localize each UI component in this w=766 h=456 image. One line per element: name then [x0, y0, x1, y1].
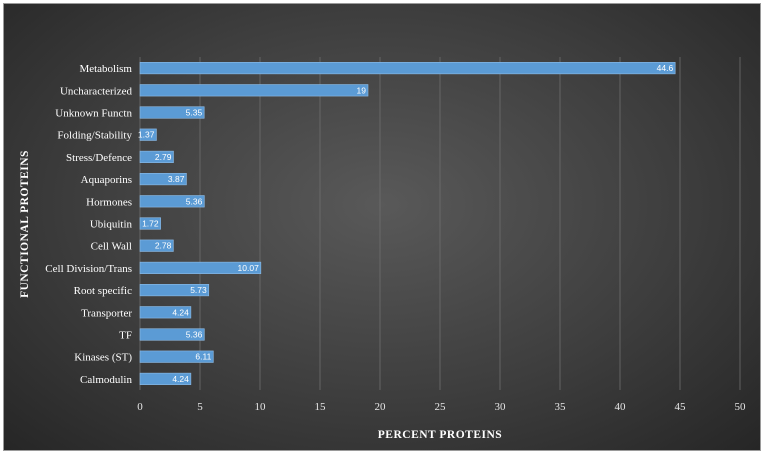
category-label: TF: [119, 330, 132, 342]
data-label: 4.24: [172, 307, 189, 317]
category-label: Calmodulin: [80, 374, 132, 386]
bar: [139, 84, 369, 97]
category-label: Folding/Stability: [57, 130, 132, 142]
data-label: 5.36: [186, 196, 203, 206]
category-label: Uncharacterized: [60, 85, 133, 97]
data-label: 2.79: [155, 152, 172, 162]
x-tick-label: 15: [315, 401, 327, 413]
data-label: 6.11: [195, 352, 211, 362]
data-label: 10.07: [238, 263, 260, 273]
data-label: 5.73: [190, 285, 207, 295]
x-tick-label: 0: [137, 401, 143, 413]
x-tick-label: 50: [735, 401, 747, 413]
y-axis-title: FUNCTIONAL PROTEINS: [19, 150, 31, 298]
data-label: 1.37: [138, 130, 155, 140]
data-label: 19: [357, 85, 367, 95]
category-label: Root specific: [74, 285, 132, 297]
data-label: 3.87: [168, 174, 185, 184]
bar: [139, 372, 192, 385]
data-label: 44.6: [657, 63, 674, 73]
bar: [139, 128, 157, 141]
category-label: Aquaporins: [81, 174, 132, 186]
category-label: Hormones: [86, 196, 132, 208]
category-label: Kinases (ST): [74, 352, 132, 364]
bar: [139, 106, 205, 119]
bar: [139, 284, 210, 297]
x-tick-label: 10: [255, 401, 267, 413]
data-labels: 44.6 19 5.35 1.37 2.79 3.87 5.36 1.72 2.78 10.07 5…: [138, 63, 674, 384]
data-label: 1.72: [142, 219, 159, 229]
x-tick-label: 45: [675, 401, 687, 413]
bar: [139, 261, 262, 274]
bar: [139, 350, 214, 363]
bar: [139, 150, 174, 163]
data-label: 2.78: [155, 241, 172, 251]
bar: [139, 62, 676, 75]
category-label: Metabolism: [79, 63, 132, 75]
x-tick-label: 35: [555, 401, 567, 413]
bar: [139, 195, 205, 208]
gridlines: [139, 57, 741, 390]
x-tick-label: 40: [615, 401, 627, 413]
category-label: Transporter: [81, 307, 132, 319]
bar: [139, 328, 205, 341]
bar: [139, 306, 192, 319]
category-labels: Metabolism Uncharacterized Unknown Functn F…: [45, 63, 132, 386]
bar: [139, 173, 187, 186]
bars: [139, 62, 676, 385]
category-label: Cell Division/Trans: [45, 263, 132, 275]
x-axis-title: PERCENT PROTEINS: [378, 429, 502, 441]
x-tick-label: 30: [495, 401, 507, 413]
x-tick-label: 25: [435, 401, 447, 413]
category-label: Unknown Functn: [55, 108, 132, 120]
category-label: Ubiquitin: [90, 219, 133, 231]
bar: [139, 239, 174, 252]
x-tick-labels: 0 5 10 15 20 25 30 35 40 45 50: [137, 401, 746, 413]
x-tick-label: 20: [375, 401, 387, 413]
data-label: 5.35: [186, 108, 203, 118]
data-label: 5.36: [186, 330, 203, 340]
chart-frame: [3, 3, 761, 451]
category-label: Cell Wall: [91, 241, 132, 253]
x-tick-label: 5: [197, 401, 203, 413]
data-label: 4.24: [172, 374, 189, 384]
category-label: Stress/Defence: [66, 152, 132, 164]
bar: [139, 217, 161, 230]
